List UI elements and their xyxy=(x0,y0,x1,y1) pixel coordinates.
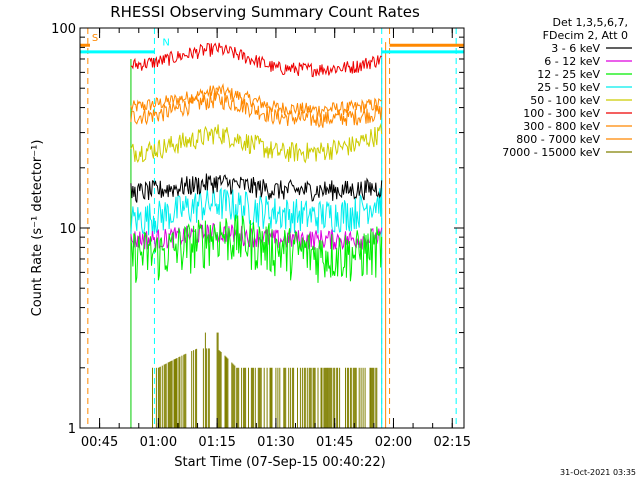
y-tick-label: 1 xyxy=(68,422,76,437)
x-tick-label: 01:15 xyxy=(198,435,235,450)
x-tick-label: 00:45 xyxy=(81,435,118,450)
series-line-6 xyxy=(130,91,383,129)
legend-header-line: Det 1,3,5,6,7, xyxy=(552,16,628,29)
axes: 1 10 100 00:45 01:00 01:15 01:30 01:45 02:00 02:1… xyxy=(51,22,471,450)
legend-entry-label: 25 - 50 keV xyxy=(537,81,600,94)
y-axis-label: Count Rate (s⁻¹ detector⁻¹) xyxy=(30,140,45,317)
x-tick-label: 02:15 xyxy=(434,435,471,450)
x-tick-label: 02:00 xyxy=(375,435,412,450)
series-line-0 xyxy=(130,173,383,203)
legend-entry-label: 800 - 7000 keV xyxy=(516,133,600,146)
series-line-4 xyxy=(130,122,383,164)
legend-entry-label: 300 - 800 keV xyxy=(523,120,600,133)
legend: Det 1,3,5,6,7,FDecim 2, Att 03 - 6 keV6 … xyxy=(502,16,632,159)
segment-flag-n: N xyxy=(162,37,169,48)
x-tick-label: 01:45 xyxy=(316,435,353,450)
x-axis-label: Start Time (07-Sep-15 00:40:22) xyxy=(174,455,385,470)
series-line-2 xyxy=(130,214,383,283)
x-tick-label: 01:30 xyxy=(257,435,294,450)
series-line-7 xyxy=(130,83,382,118)
legend-entry-label: 7000 - 15000 keV xyxy=(502,146,600,159)
chart-title: RHESSI Observing Summary Count Rates xyxy=(110,3,420,21)
legend-header-line: FDecim 2, Att 0 xyxy=(543,29,628,42)
x-tick-label: 01:00 xyxy=(140,435,177,450)
legend-entry-label: 3 - 6 keV xyxy=(551,42,600,55)
series-line-3 xyxy=(130,187,383,236)
segment-flag-s: S xyxy=(92,33,98,44)
legend-entry-label: 50 - 100 keV xyxy=(530,94,600,107)
y-tick-label: 10 xyxy=(59,222,76,237)
timestamp-label: 31-Oct-2021 03:35 xyxy=(560,468,636,477)
legend-entry-label: 100 - 300 keV xyxy=(523,107,600,120)
legend-entry-label: 12 - 25 keV xyxy=(537,68,600,81)
legend-entry-label: 6 - 12 keV xyxy=(544,55,600,68)
series-line-5 xyxy=(130,42,382,78)
y-tick-label: 100 xyxy=(51,22,76,37)
